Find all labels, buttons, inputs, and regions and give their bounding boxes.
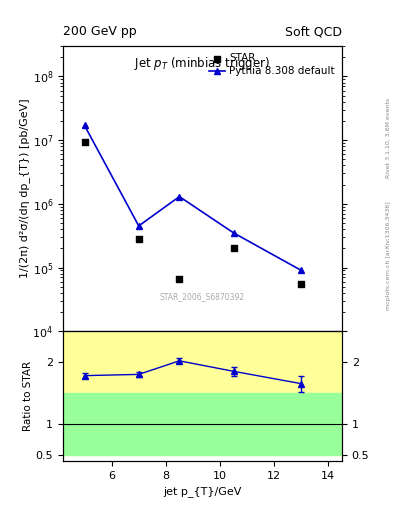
Text: 200 GeV pp: 200 GeV pp [63, 26, 136, 38]
Pythia 8.308 default [177, 194, 182, 200]
STAR [230, 244, 237, 252]
Pythia 8.308 default [136, 223, 141, 229]
Pythia 8.308 default [299, 267, 304, 273]
Legend: STAR, Pythia 8.308 default: STAR, Pythia 8.308 default [205, 49, 339, 81]
STAR [176, 275, 182, 284]
STAR [298, 280, 305, 288]
X-axis label: jet p_{T}/GeV: jet p_{T}/GeV [163, 486, 242, 497]
Pythia 8.308 default [231, 230, 236, 236]
Pythia 8.308 default [82, 122, 87, 129]
Text: Rivet 3.1.10, 3.6M events: Rivet 3.1.10, 3.6M events [386, 98, 391, 178]
Text: STAR_2006_S6870392: STAR_2006_S6870392 [160, 292, 245, 302]
Line: Pythia 8.308 default: Pythia 8.308 default [81, 122, 305, 274]
STAR [81, 137, 88, 145]
Y-axis label: Ratio to STAR: Ratio to STAR [23, 361, 33, 431]
STAR [136, 235, 142, 243]
Text: Soft QCD: Soft QCD [285, 26, 342, 38]
Y-axis label: 1/(2π) d²σ/(dη dp_{T}) [pb/GeV]: 1/(2π) d²σ/(dη dp_{T}) [pb/GeV] [18, 99, 29, 279]
Text: Jet $p_T$ (minbias trigger): Jet $p_T$ (minbias trigger) [134, 55, 270, 72]
Text: mcplots.cern.ch [arXiv:1306.3436]: mcplots.cern.ch [arXiv:1306.3436] [386, 202, 391, 310]
